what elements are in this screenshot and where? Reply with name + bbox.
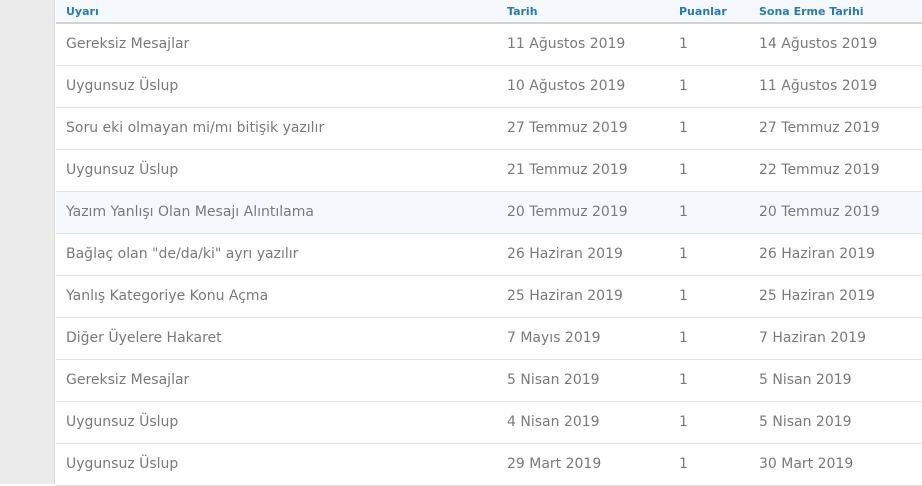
table-row: Gereksiz Mesajlar 5 Nisan 2019 1 5 Nisan 20… bbox=[56, 360, 922, 402]
expiry-date-cell: 14 Ağustos 2019 bbox=[759, 36, 878, 52]
table-row: Gereksiz Mesajlar 11 Ağustos 2019 1 14 Ağus… bbox=[56, 24, 922, 66]
date-cell: 10 Ağustos 2019 bbox=[507, 78, 626, 94]
expiry-date-cell: 30 Mart 2019 bbox=[759, 456, 854, 472]
warning-cell: Soru eki olmayan mi/mı bitişik yazılır bbox=[66, 120, 325, 136]
table-header: Uyarı Tarih Puanlar Sona Erme Tarihi bbox=[56, 0, 922, 24]
date-cell: 4 Nisan 2019 bbox=[507, 414, 600, 430]
points-cell: 1 bbox=[679, 162, 688, 178]
column-header-date[interactable]: Tarih bbox=[507, 5, 538, 18]
date-cell: 5 Nisan 2019 bbox=[507, 372, 600, 388]
table-row: Yazım Yanlışı Olan Mesajı Alıntılama 20 T… bbox=[56, 192, 922, 234]
table-row: Yanlış Kategoriye Konu Açma 25 Haziran 20… bbox=[56, 276, 922, 318]
warning-cell: Uygunsuz Üslup bbox=[66, 162, 179, 178]
warning-cell: Gereksiz Mesajlar bbox=[66, 372, 190, 388]
points-cell: 1 bbox=[679, 36, 688, 52]
date-cell: 20 Temmuz 2019 bbox=[507, 204, 628, 220]
warning-cell: Uygunsuz Üslup bbox=[66, 414, 179, 430]
sidebar-panel bbox=[0, 0, 55, 484]
date-cell: 11 Ağustos 2019 bbox=[507, 36, 626, 52]
date-cell: 21 Temmuz 2019 bbox=[507, 162, 628, 178]
column-header-warning[interactable]: Uyarı bbox=[66, 5, 99, 18]
column-header-points[interactable]: Puanlar bbox=[679, 5, 727, 18]
warning-cell: Yanlış Kategoriye Konu Açma bbox=[66, 288, 269, 304]
column-header-expiry[interactable]: Sona Erme Tarihi bbox=[759, 5, 864, 18]
points-cell: 1 bbox=[679, 288, 688, 304]
table-row: Diğer Üyelere Hakaret 7 Mayıs 2019 1 7 Hazi… bbox=[56, 318, 922, 360]
expiry-date-cell: 7 Haziran 2019 bbox=[759, 330, 866, 346]
warning-cell: Bağlaç olan "de/da/ki" ayrı yazılır bbox=[66, 246, 299, 262]
table-row: Bağlaç olan "de/da/ki" ayrı yazılır 26 Ha… bbox=[56, 234, 922, 276]
table-row: Soru eki olmayan mi/mı bitişik yazılır 27… bbox=[56, 108, 922, 150]
points-cell: 1 bbox=[679, 414, 688, 430]
table-row: Uygunsuz Üslup 4 Nisan 2019 1 5 Nisan 2019 bbox=[56, 402, 922, 444]
table-row: Uygunsuz Üslup 21 Temmuz 2019 1 22 Temmuz 2… bbox=[56, 150, 922, 192]
points-cell: 1 bbox=[679, 456, 688, 472]
expiry-date-cell: 11 Ağustos 2019 bbox=[759, 78, 878, 94]
points-cell: 1 bbox=[679, 78, 688, 94]
warning-cell: Yazım Yanlışı Olan Mesajı Alıntılama bbox=[66, 204, 314, 220]
expiry-date-cell: 27 Temmuz 2019 bbox=[759, 120, 880, 136]
points-cell: 1 bbox=[679, 246, 688, 262]
expiry-date-cell: 5 Nisan 2019 bbox=[759, 414, 852, 430]
expiry-date-cell: 26 Haziran 2019 bbox=[759, 246, 875, 262]
warning-cell: Uygunsuz Üslup bbox=[66, 456, 179, 472]
date-cell: 26 Haziran 2019 bbox=[507, 246, 623, 262]
warnings-table: Uyarı Tarih Puanlar Sona Erme Tarihi Ger… bbox=[56, 0, 922, 486]
table-row: Uygunsuz Üslup 29 Mart 2019 1 30 Mart 2019 bbox=[56, 444, 922, 486]
table-row: Uygunsuz Üslup 10 Ağustos 2019 1 11 Ağustos… bbox=[56, 66, 922, 108]
points-cell: 1 bbox=[679, 372, 688, 388]
expiry-date-cell: 22 Temmuz 2019 bbox=[759, 162, 880, 178]
expiry-date-cell: 25 Haziran 2019 bbox=[759, 288, 875, 304]
date-cell: 7 Mayıs 2019 bbox=[507, 330, 601, 346]
date-cell: 25 Haziran 2019 bbox=[507, 288, 623, 304]
date-cell: 27 Temmuz 2019 bbox=[507, 120, 628, 136]
points-cell: 1 bbox=[679, 204, 688, 220]
points-cell: 1 bbox=[679, 330, 688, 346]
warning-cell: Diğer Üyelere Hakaret bbox=[66, 330, 222, 346]
points-cell: 1 bbox=[679, 120, 688, 136]
date-cell: 29 Mart 2019 bbox=[507, 456, 602, 472]
warning-cell: Uygunsuz Üslup bbox=[66, 78, 179, 94]
warning-cell: Gereksiz Mesajlar bbox=[66, 36, 190, 52]
expiry-date-cell: 20 Temmuz 2019 bbox=[759, 204, 880, 220]
expiry-date-cell: 5 Nisan 2019 bbox=[759, 372, 852, 388]
